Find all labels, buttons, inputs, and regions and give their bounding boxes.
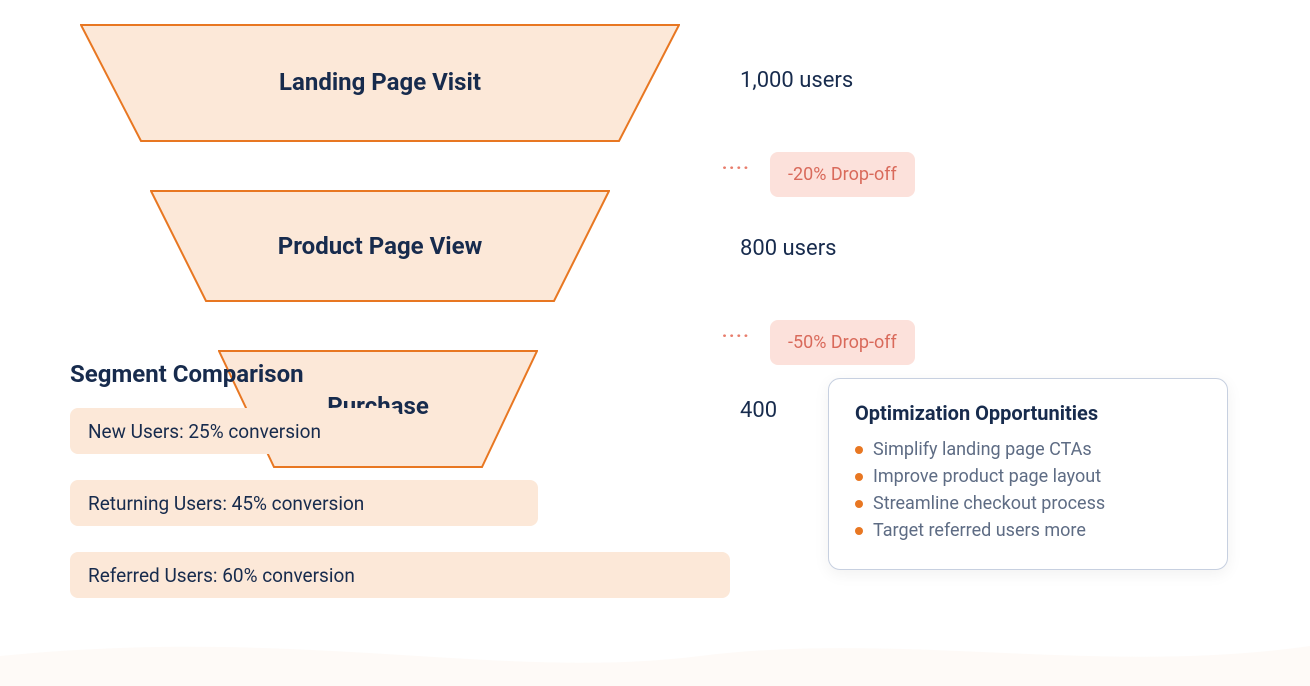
decorative-wave-icon <box>0 626 1310 686</box>
optimization-item: Streamline checkout process <box>855 493 1201 514</box>
dropoff-badge-2: -50% Drop-off <box>770 320 915 365</box>
optimization-item-text: Target referred users more <box>873 520 1086 541</box>
segment-comparison-title: Segment Comparison <box>70 360 304 388</box>
bullet-icon <box>855 527 863 535</box>
dropoff-connector-icon: ···· <box>722 158 751 177</box>
segment-bar-referred-users: Referred Users: 60% conversion <box>70 552 730 598</box>
users-count-purchase: 400 <box>740 398 777 423</box>
optimization-item-text: Streamline checkout process <box>873 493 1105 514</box>
funnel-stage-landing: Landing Page Visit <box>80 24 680 142</box>
stage-label-product: Product Page View <box>150 232 610 260</box>
optimization-item: Simplify landing page CTAs <box>855 439 1201 460</box>
dropoff-text: -50% Drop-off <box>788 332 897 353</box>
users-count-product: 800 users <box>740 236 837 261</box>
segment-bar-label: Returning Users: 45% conversion <box>88 492 364 515</box>
funnel-stage-product: Product Page View <box>150 190 610 302</box>
optimization-item-text: Improve product page layout <box>873 466 1101 487</box>
bullet-icon <box>855 473 863 481</box>
optimization-item-text: Simplify landing page CTAs <box>873 439 1092 460</box>
users-count-landing: 1,000 users <box>740 68 853 93</box>
optimization-card: Optimization Opportunities Simplify land… <box>828 378 1228 570</box>
optimization-item: Improve product page layout <box>855 466 1201 487</box>
dropoff-badge-1: -20% Drop-off <box>770 152 915 197</box>
bullet-icon <box>855 500 863 508</box>
optimization-title: Optimization Opportunities <box>855 401 1201 425</box>
segment-bar-label: New Users: 25% conversion <box>88 420 321 443</box>
segment-bar-label: Referred Users: 60% conversion <box>88 564 355 587</box>
funnel-diagram: Landing Page Visit 1,000 users ···· -20%… <box>0 0 1310 686</box>
stage-label-landing: Landing Page Visit <box>80 68 680 96</box>
segment-bar-returning-users: Returning Users: 45% conversion <box>70 480 538 526</box>
bullet-icon <box>855 446 863 454</box>
segment-bar-new-users: New Users: 25% conversion <box>70 408 400 454</box>
optimization-item: Target referred users more <box>855 520 1201 541</box>
dropoff-connector-icon: ···· <box>722 326 751 345</box>
dropoff-text: -20% Drop-off <box>788 164 897 185</box>
optimization-list: Simplify landing page CTAs Improve produ… <box>855 439 1201 541</box>
